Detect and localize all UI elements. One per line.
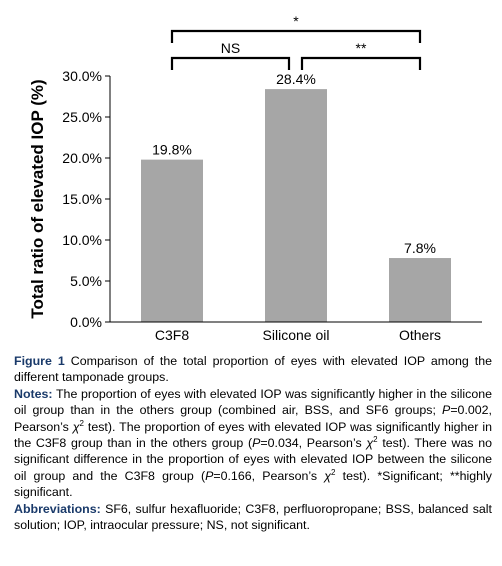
significance-label: * [293,13,299,29]
y-tick-label: 0.0% [70,314,102,330]
bar-silicone-oil [265,89,327,323]
bar-others [389,258,451,322]
figure-caption-line: Figure 1 Comparison of the total proport… [14,353,492,386]
p-symbol: P [205,468,214,483]
bar-value-label: 19.8% [152,142,192,158]
significance-label: NS [221,40,240,56]
significance-bracket [170,56,291,70]
chi-symbol: χ [72,419,80,434]
figure-text: Comparison of the total proportion of ey… [14,354,493,385]
notes-text: =0.034, Pearson’s [260,436,362,451]
notes-text: test). There was no significant differen… [14,436,492,483]
notes-text: =0.166, Pearson’s [213,468,318,483]
notes-paragraph: Notes: The proportion of eyes with eleva… [14,386,492,501]
x-tick-label: C3F8 [155,327,189,343]
significance-label: ** [356,40,367,56]
p-symbol: P [442,403,451,418]
x-tick-label: Silicone oil [263,327,330,343]
y-tick-label: 20.0% [62,150,102,166]
chi-symbol: χ [324,468,332,483]
notes-text: =0.002, Pearson’s [14,403,492,434]
bar-value-label: 7.8% [404,240,436,256]
bar-value-label: 28.4% [276,71,316,87]
p-symbol: P [252,436,261,451]
y-tick-label: 15.0% [62,191,102,207]
y-tick-label: 10.0% [62,232,102,248]
y-tick-label: 25.0% [62,109,102,125]
abbreviations-label: Abbreviations: [14,501,101,516]
y-axis-label: Total ratio of elevated IOP (%) [28,79,47,318]
abbreviations-text: SF6, sulfur hexafluoride; C3F8, perfluor… [14,501,492,533]
notes-text: The proportion of eyes with elevated IOP… [14,386,492,418]
significance-bracket [170,29,422,43]
y-tick-label: 5.0% [70,273,102,289]
bar-c3f8 [141,159,203,322]
chi-symbol: χ [366,436,374,451]
bar-chart: Total ratio of elevated IOP (%) 0.0% 5.0% 1… [28,13,482,343]
chi-superscript: 2 [331,467,336,477]
x-tick-label: Others [399,327,441,343]
figure-label: Figure 1 [14,354,65,368]
notes-label: Notes: [14,386,53,401]
significance-bracket [300,56,422,70]
figure-caption: Figure 1 Comparison of the total proport… [14,353,492,533]
chi-superscript: 2 [79,418,84,428]
notes-text: test). The proportion of eyes with eleva… [14,419,492,451]
notes-text: test). *Significant; **highly significan… [14,468,492,500]
plot-area: Total ratio of elevated IOP (%) 0.0% 5.0% 1… [28,13,482,343]
abbreviations-paragraph: Abbreviations: SF6, sulfur hexafluoride;… [14,501,492,534]
chi-superscript: 2 [373,434,378,444]
y-tick-label: 30.0% [62,68,102,84]
